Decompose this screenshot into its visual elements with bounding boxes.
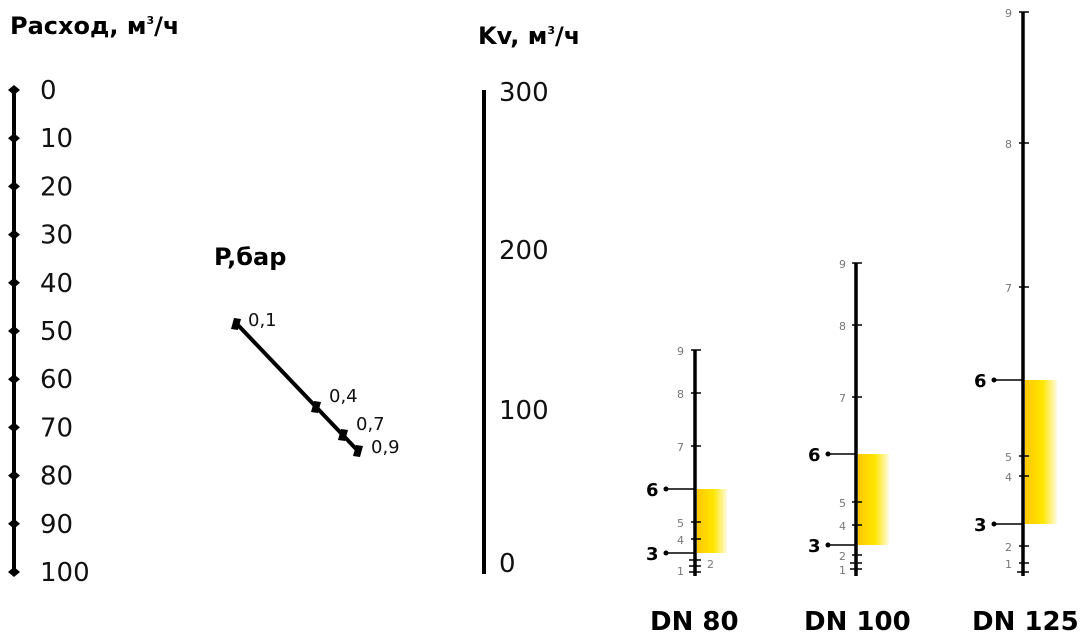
flow-tick-mark bbox=[8, 470, 20, 481]
flow-tick-label: 70 bbox=[40, 413, 73, 443]
pressure-scale-title: P,бар bbox=[214, 243, 286, 271]
pressure-tick-label: 0,1 bbox=[248, 310, 277, 331]
kv-tick-label-0: 0 bbox=[499, 549, 516, 579]
dn100-tick-8: 8 bbox=[839, 320, 846, 333]
dn125-tick-7: 7 bbox=[1005, 282, 1012, 295]
flow-tick-label: 80 bbox=[40, 462, 73, 492]
flow-scale-title: Расход, м3/ч bbox=[10, 12, 179, 40]
dn100-tick-4: 4 bbox=[839, 520, 846, 533]
dn100-range-bar bbox=[858, 454, 889, 545]
dn80-tick-2: 2 bbox=[707, 558, 714, 571]
flow-tick-label: 0 bbox=[40, 76, 57, 106]
dn125-tick-5: 5 bbox=[1005, 451, 1012, 464]
dn100-tick-2: 2 bbox=[839, 550, 846, 563]
pressure-tick-mark bbox=[231, 318, 241, 330]
flow-scale: Расход, м3/ч 0 10 20 30 40 50 60 70 80 90 100 bbox=[8, 12, 179, 588]
pressure-tick-mark bbox=[353, 445, 363, 457]
flow-tick-label: 40 bbox=[40, 269, 73, 299]
dn100-label: DN 100 bbox=[804, 607, 911, 637]
dn80-range-high-label: 6 bbox=[646, 480, 659, 501]
pressure-tick-label: 0,9 bbox=[371, 437, 400, 458]
dn80-label: DN 80 bbox=[650, 607, 739, 637]
pressure-scale: P,бар 0,1 0,4 0,70,9 bbox=[214, 243, 400, 458]
valve-dn80: 9 8 7 5 4 1 2 6 3 DN 80 bbox=[646, 345, 739, 637]
flow-tick-label: 10 bbox=[40, 124, 73, 154]
dn125-tick-1: 1 bbox=[1005, 558, 1012, 571]
dn80-tick-5: 5 bbox=[677, 517, 684, 530]
pressure-tick-label: 0,7 bbox=[356, 414, 385, 435]
dn125-range-low-label: 3 bbox=[974, 515, 987, 536]
dn100-range-low-label: 3 bbox=[808, 536, 821, 557]
valve-dn100: 9 8 7 5 4 2 1 6 3 DN 100 bbox=[804, 258, 911, 637]
kv-tick-label-200: 200 bbox=[499, 236, 549, 266]
dn125-tick-9: 9 bbox=[1005, 7, 1012, 20]
dn80-range-low-label: 3 bbox=[646, 544, 659, 565]
flow-tick-mark bbox=[8, 181, 20, 192]
dn80-tick-4: 4 bbox=[677, 534, 684, 547]
dn100-range-high-label: 6 bbox=[808, 445, 821, 466]
flow-tick-label: 100 bbox=[40, 558, 90, 588]
flow-tick-label: 30 bbox=[40, 221, 73, 251]
flow-ticks: 0 10 20 30 40 50 60 70 80 90 100 bbox=[8, 76, 90, 588]
dn125-label: DN 125 bbox=[972, 607, 1079, 637]
pressure-tick-label: 0,4 bbox=[329, 386, 358, 407]
kv-scale: Kv, м3/ч 300 200 100 0 bbox=[478, 22, 580, 579]
flow-tick-label: 60 bbox=[40, 365, 73, 395]
pressure-tick-mark bbox=[338, 429, 348, 441]
pressure-tick-mark bbox=[311, 401, 321, 413]
flow-tick-mark bbox=[8, 85, 20, 95]
flow-tick-mark bbox=[8, 229, 20, 240]
dn80-range-bar bbox=[697, 489, 727, 553]
flow-tick-label: 90 bbox=[40, 510, 73, 540]
flow-tick-mark bbox=[8, 567, 20, 577]
dn80-tick-9: 9 bbox=[677, 345, 684, 358]
flow-tick-mark bbox=[8, 326, 20, 336]
dn125-tick-4: 4 bbox=[1005, 471, 1012, 484]
dn80-tick-7: 7 bbox=[677, 441, 684, 454]
pressure-axis-line bbox=[234, 321, 361, 454]
kv-tick-label-100: 100 bbox=[499, 396, 549, 426]
dn100-tick-5: 5 bbox=[839, 497, 846, 510]
dn100-tick-7: 7 bbox=[839, 392, 846, 405]
dn125-range-high-label: 6 bbox=[974, 371, 987, 392]
dn125-range-bar bbox=[1025, 380, 1057, 524]
dn125-tick-2: 2 bbox=[1005, 541, 1012, 554]
flow-tick-mark bbox=[8, 422, 20, 433]
flow-tick-mark bbox=[8, 374, 20, 385]
dn100-tick-9: 9 bbox=[839, 258, 846, 271]
flow-tick-mark bbox=[8, 277, 20, 288]
kv-scale-title: Kv, м3/ч bbox=[478, 22, 580, 50]
flow-tick-mark bbox=[8, 133, 20, 144]
valve-dn125: 9 8 7 5 4 2 1 6 3 DN 125 bbox=[972, 7, 1079, 637]
flow-tick-label: 50 bbox=[40, 317, 73, 347]
flow-tick-label: 20 bbox=[40, 172, 73, 202]
dn80-tick-8: 8 bbox=[677, 388, 684, 401]
flow-tick-mark bbox=[8, 518, 20, 529]
dn125-tick-8: 8 bbox=[1005, 138, 1012, 151]
kv-tick-label-300: 300 bbox=[499, 78, 549, 108]
dn80-tick-1: 1 bbox=[677, 565, 684, 578]
pressure-ticks: 0,1 0,4 0,70,9 bbox=[231, 310, 400, 458]
dn100-tick-1: 1 bbox=[839, 564, 846, 577]
